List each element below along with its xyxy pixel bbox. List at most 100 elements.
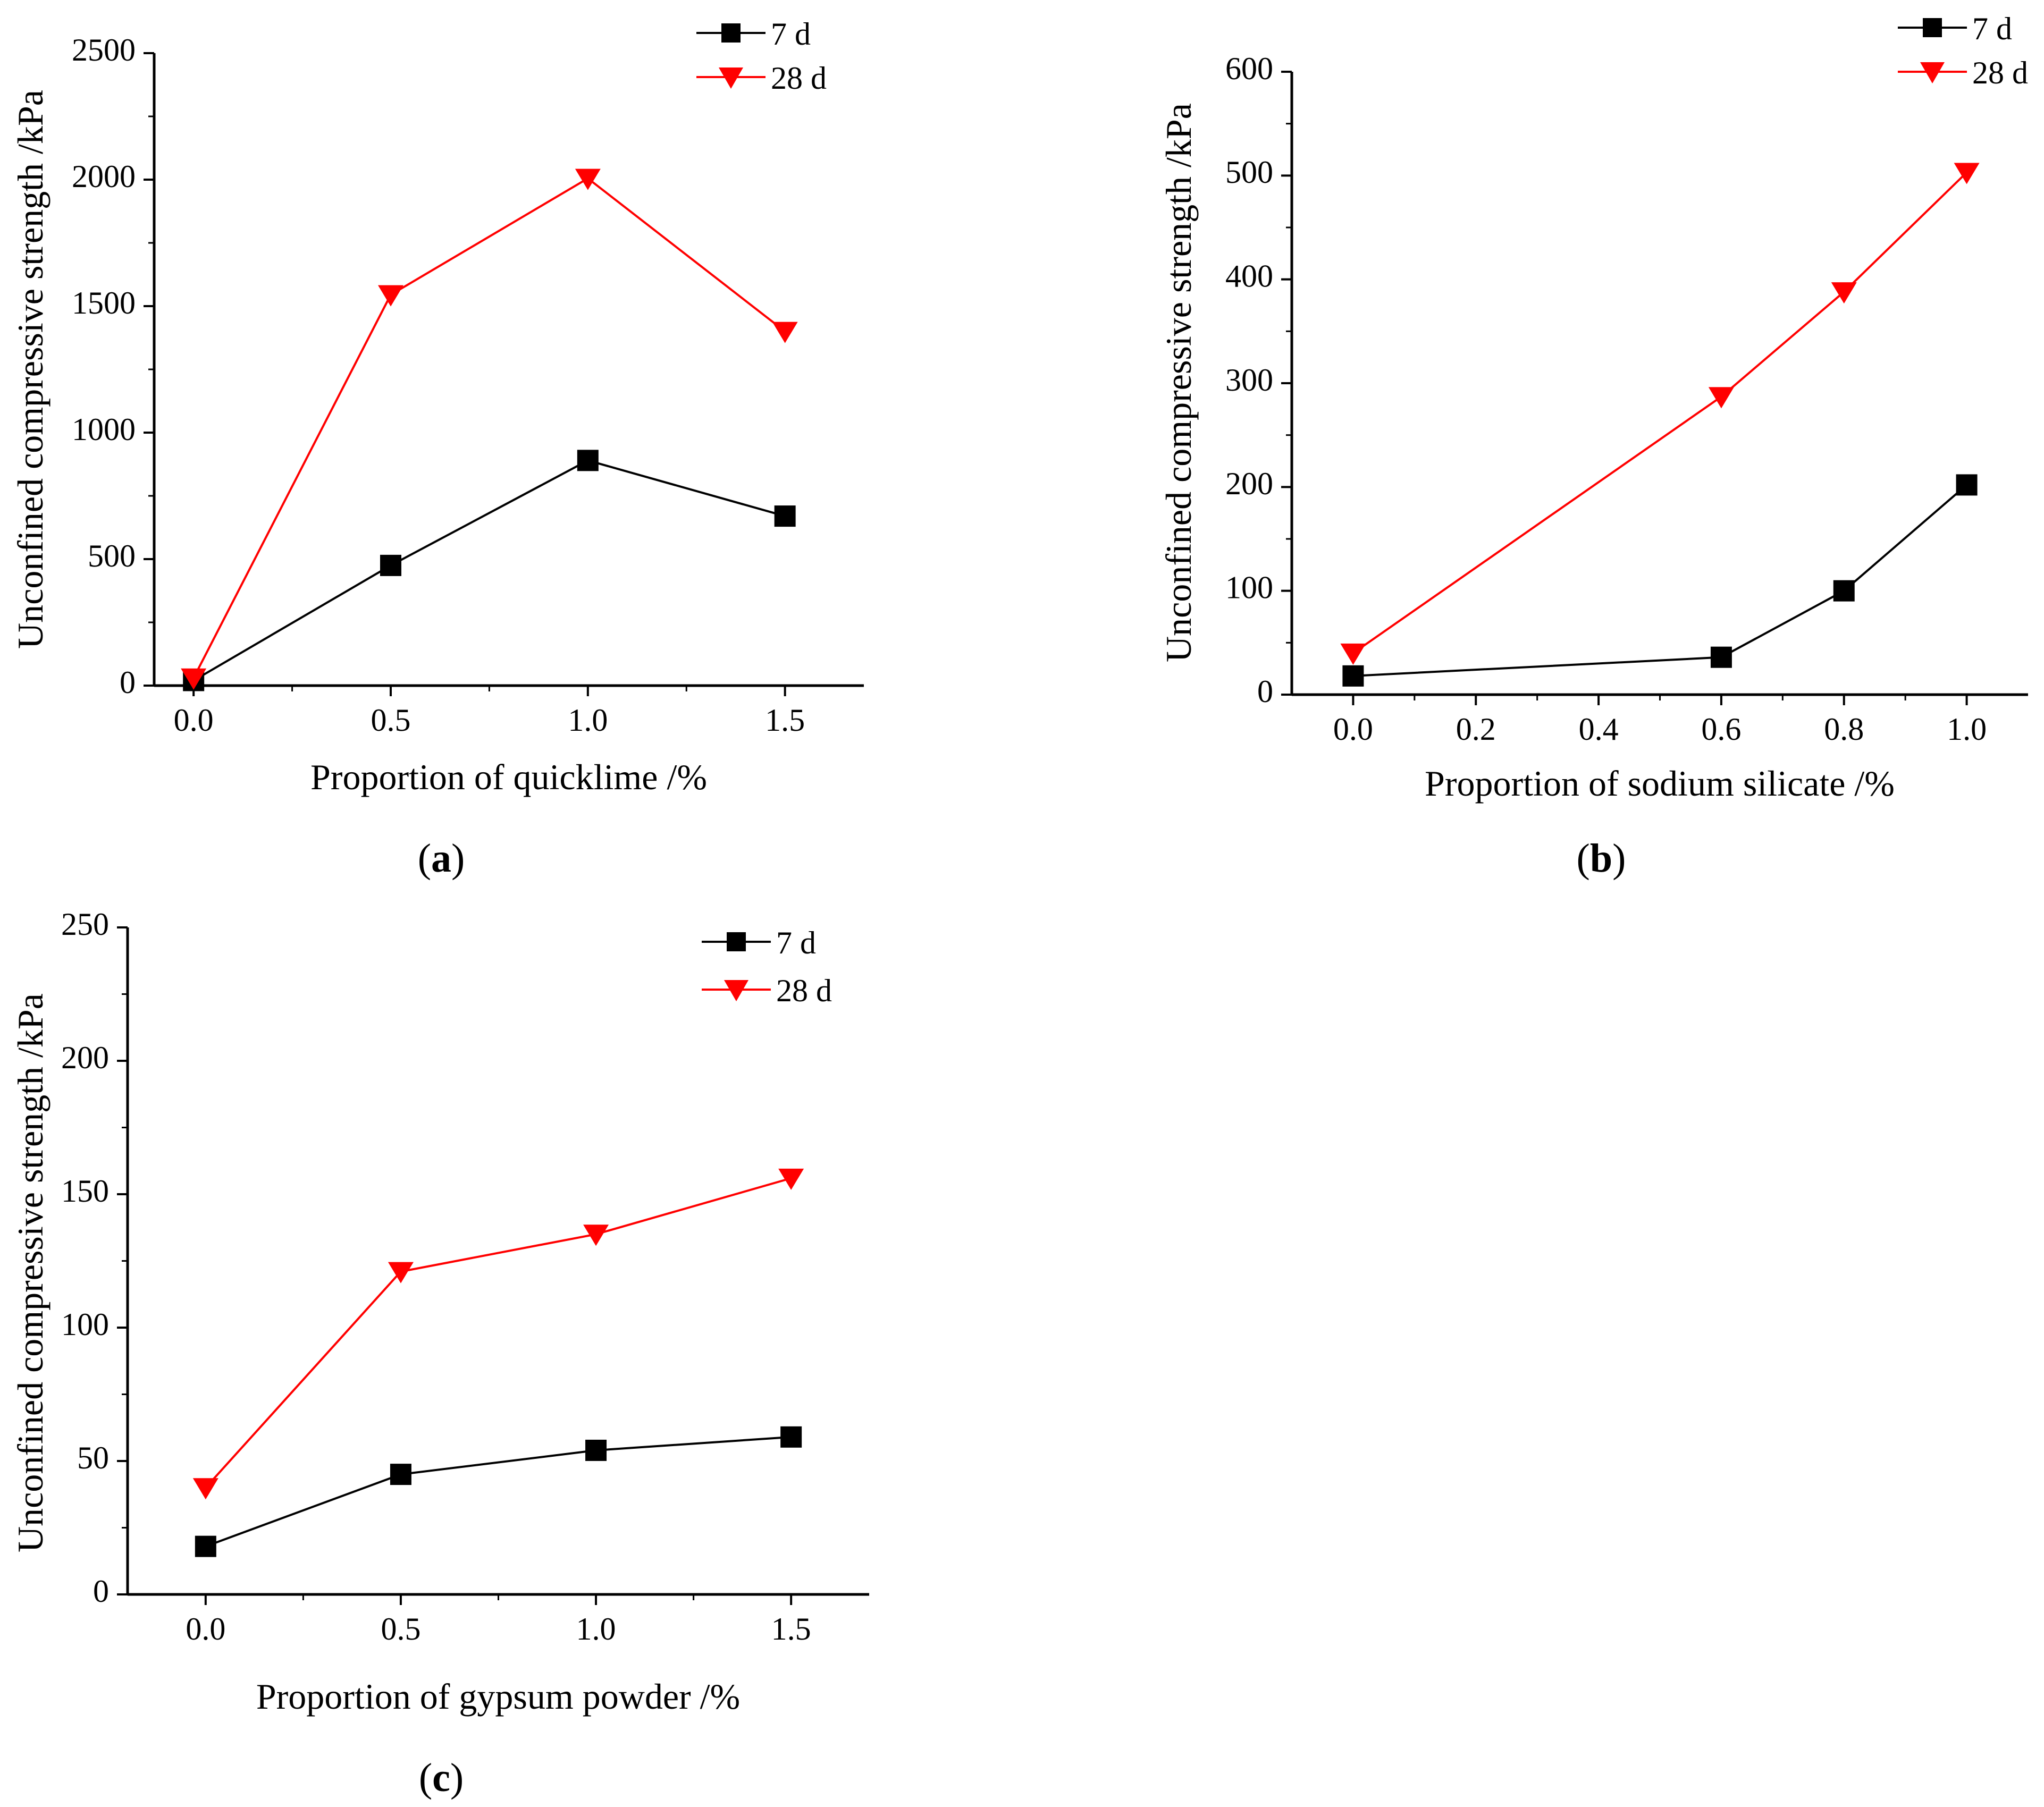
data-point-28d	[1954, 163, 1980, 184]
data-point-28d	[583, 1225, 609, 1246]
y-tick-label: 200	[61, 1040, 109, 1075]
y-tick-label: 0	[93, 1574, 109, 1609]
tick-marks	[117, 926, 793, 1605]
caption-open: (	[418, 836, 431, 881]
x-tick-label: 1.5	[771, 1611, 811, 1646]
y-tick-label: 400	[1225, 258, 1273, 293]
caption-open: (	[419, 1755, 432, 1800]
y-axis-title: Unconfined compressive strength /kPa	[10, 993, 51, 1552]
chart-panel-a: 0 500 1000 1500 2000 2500 0.0 0.5 1.0 1.…	[10, 16, 864, 797]
y-tick-labels: 0 100 200 300 400 500 600	[1225, 51, 1273, 709]
legend-label-28d: 28 d	[776, 973, 832, 1008]
data-point-7d	[1342, 665, 1364, 687]
caption-close: )	[451, 836, 465, 881]
x-tick-label: 1.0	[576, 1611, 616, 1646]
y-tick-label: 250	[61, 907, 109, 942]
x-tick-label: 1.0	[568, 703, 608, 738]
y-tick-label: 2000	[72, 159, 136, 194]
x-tick-label: 0.5	[381, 1611, 420, 1646]
data-point-7d	[1833, 580, 1855, 602]
legend-label-28d: 28 d	[771, 61, 827, 96]
y-tick-label: 100	[1225, 570, 1273, 605]
x-axis-title: Proportion of sodium silicate /%	[1425, 763, 1895, 804]
series-line-7d	[205, 1436, 792, 1548]
chart-panel-b: 0 100 200 300 400 500 600 0.0 0.2 0.4 0.…	[1158, 11, 2028, 804]
caption-close: )	[450, 1755, 464, 1800]
caption-close: )	[1612, 836, 1626, 881]
y-axis-title: Unconfined compressive strength /kPa	[1158, 103, 1199, 662]
y-tick-label: 300	[1225, 362, 1273, 398]
data-point-7d	[390, 1464, 411, 1485]
series-line-28d	[192, 177, 786, 679]
legend-marker-triangle	[724, 980, 748, 1001]
x-tick-label: 0.8	[1824, 712, 1864, 747]
x-tick-label: 0.0	[174, 703, 214, 738]
y-tick-labels: 0 50 100 150 200 250	[61, 907, 109, 1609]
y-tick-label: 200	[1225, 466, 1273, 501]
x-tick-label: 0.4	[1579, 712, 1619, 747]
legend-label-7d: 7 d	[771, 16, 811, 52]
legend-marker-square	[1923, 18, 1942, 37]
legend: 7 d 28 d	[1898, 11, 2028, 90]
legend-marker-triangle	[719, 67, 743, 89]
series-markers	[1340, 163, 1980, 687]
data-point-28d	[778, 1168, 804, 1190]
y-tick-label: 0	[120, 665, 136, 700]
x-tick-label: 0.2	[1456, 712, 1496, 747]
y-tick-label: 1000	[72, 412, 136, 447]
legend: 7 d 28 d	[696, 16, 827, 96]
legend: 7 d 28 d	[702, 925, 832, 1008]
data-point-28d	[388, 1262, 414, 1284]
y-tick-label: 150	[61, 1173, 109, 1209]
x-tick-label: 0.0	[186, 1611, 225, 1646]
x-tick-label: 0.6	[1701, 712, 1741, 747]
data-point-28d	[378, 285, 403, 307]
data-point-28d	[575, 168, 601, 190]
y-tick-label: 600	[1225, 51, 1273, 86]
caption-a: (a)	[418, 836, 465, 881]
y-tick-labels: 0 500 1000 1500 2000 2500	[72, 32, 136, 700]
series-lines	[1352, 172, 1967, 677]
tick-marks	[1281, 71, 1968, 705]
x-tick-label: 0.5	[371, 703, 411, 738]
x-axis-title: Proportion of quicklime /%	[310, 757, 707, 797]
data-point-7d	[577, 450, 599, 471]
data-point-28d	[772, 322, 798, 343]
series-line-7d	[1353, 484, 1967, 677]
data-point-7d	[380, 554, 401, 576]
data-point-7d	[1956, 474, 1978, 496]
series-lines	[205, 1177, 792, 1548]
caption-b: (b)	[1577, 836, 1626, 881]
caption-letter: c	[432, 1755, 450, 1800]
x-tick-labels: 0.0 0.2 0.4 0.6 0.8 1.0	[1333, 712, 1987, 747]
series-line-7d	[193, 459, 786, 682]
y-tick-label: 50	[77, 1440, 109, 1475]
series-markers	[192, 1168, 804, 1557]
data-point-7d	[780, 1426, 802, 1448]
series-line-28d	[1352, 172, 1967, 654]
caption-open: (	[1577, 836, 1590, 881]
data-point-28d	[1831, 282, 1857, 304]
y-tick-label: 500	[88, 538, 136, 573]
y-tick-label: 500	[1225, 155, 1273, 190]
y-tick-label: 100	[61, 1307, 109, 1342]
x-tick-label: 1.0	[1947, 712, 1987, 747]
legend-marker-square	[727, 932, 746, 951]
y-tick-label: 0	[1257, 674, 1273, 709]
data-point-28d	[192, 1478, 218, 1500]
x-tick-label: 0.0	[1333, 712, 1373, 747]
data-point-7d	[1710, 646, 1732, 668]
x-tick-labels: 0.0 0.5 1.0 1.5	[186, 1611, 811, 1646]
series-markers	[181, 168, 798, 691]
caption-letter: a	[431, 836, 451, 881]
legend-marker-triangle	[1920, 62, 1945, 83]
data-point-7d	[195, 1535, 216, 1557]
chart-panel-c: 0 50 100 150 200 250 0.0 0.5 1.0 1.5 Pro…	[10, 907, 869, 1717]
x-tick-labels: 0.0 0.5 1.0 1.5	[174, 703, 805, 738]
data-point-7d	[585, 1439, 607, 1461]
y-axis-title: Unconfined compressive strength /kPa	[10, 90, 51, 649]
data-point-28d	[1340, 643, 1366, 665]
series-lines	[192, 177, 786, 682]
